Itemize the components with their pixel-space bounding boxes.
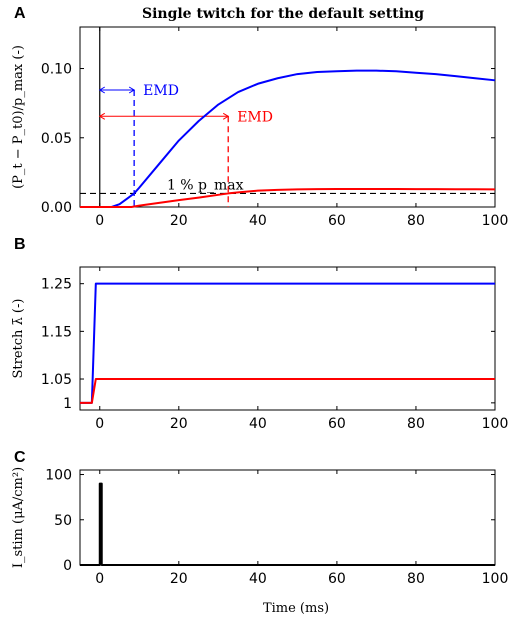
y-tick-label-b: 1.15	[41, 324, 72, 340]
y-tick-label-b: 1.25	[41, 277, 72, 293]
x-tick-label-a: 100	[482, 213, 509, 229]
x-tick-label-c: 100	[482, 571, 509, 587]
panel-b-plot: 0 20 40 60 80 100 1 1.05 1.15 1.25 Stretch λ̄ (-)	[11, 266, 509, 432]
x-tick-label-b: 100	[482, 416, 509, 432]
figure-title: Single twitch for the default setting	[142, 6, 424, 22]
y-tick-label-b: 1	[63, 396, 72, 412]
panel-a-plot: 0 20 40 60 80 100 0.00 0.05 0.10 (P_t − P_t0)/p_m…	[11, 26, 509, 229]
x-axis-label: Time (ms)	[263, 601, 329, 616]
panel-letter-b: B	[14, 236, 26, 253]
series-line-a-2	[80, 188, 496, 208]
x-tick-label-b: 0	[95, 416, 104, 432]
x-tick-label-c: 20	[170, 571, 188, 587]
x-tick-label-b: 60	[328, 416, 346, 432]
panel-letter-c: C	[14, 449, 26, 466]
emd-1-arrowhead-left	[98, 86, 106, 94]
emd-1-label: EMD	[143, 83, 179, 99]
series-line-c-1	[80, 482, 495, 566]
x-tick-label-a: 20	[170, 213, 188, 229]
y-axis-label-a: (P_t − P_t0)/p_max (-)	[11, 45, 26, 189]
plot-frame-b	[79, 266, 496, 411]
y-axis-label-c: I_stim (μA/cm²)	[11, 467, 26, 568]
series-line-b-2	[80, 378, 495, 404]
x-tick-label-c: 0	[95, 571, 104, 587]
x-tick-label-c: 40	[249, 571, 267, 587]
x-tick-label-c: 80	[407, 571, 425, 587]
x-tick-label-a: 40	[249, 213, 267, 229]
x-tick-label-c: 60	[328, 571, 346, 587]
x-tick-label-a: 60	[328, 213, 346, 229]
y-tick-label-a: 0.00	[41, 200, 72, 216]
panel-letter-a: A	[14, 5, 26, 22]
y-tick-label-c: 0	[63, 558, 72, 574]
y-tick-label-a: 0.05	[41, 131, 72, 147]
y-axis-label-b: Stretch λ̄ (-)	[11, 299, 26, 379]
x-tick-label-b: 40	[249, 416, 267, 432]
threshold-label: 1 % p_max	[167, 177, 244, 193]
plot-frame-c	[79, 469, 496, 566]
y-tick-label-b: 1.05	[41, 372, 72, 388]
plot-frame-a	[79, 26, 496, 208]
y-tick-label-c: 100	[45, 468, 72, 484]
x-tick-label-a: 0	[95, 213, 104, 229]
series-line-b-1	[80, 282, 495, 404]
x-tick-label-b: 80	[407, 416, 425, 432]
series-line-a-1	[80, 69, 496, 208]
x-tick-label-b: 20	[170, 416, 188, 432]
panel-c-plot: 0 20 40 60 80 100 0 50 100 I_stim (μA/cm²)	[11, 467, 508, 587]
y-tick-label-c: 50	[54, 513, 72, 529]
emd-2-label: EMD	[237, 109, 273, 125]
y-tick-label-a: 0.10	[41, 62, 72, 78]
emd-2-arrowhead-left	[98, 112, 106, 120]
x-tick-label-a: 80	[407, 213, 425, 229]
